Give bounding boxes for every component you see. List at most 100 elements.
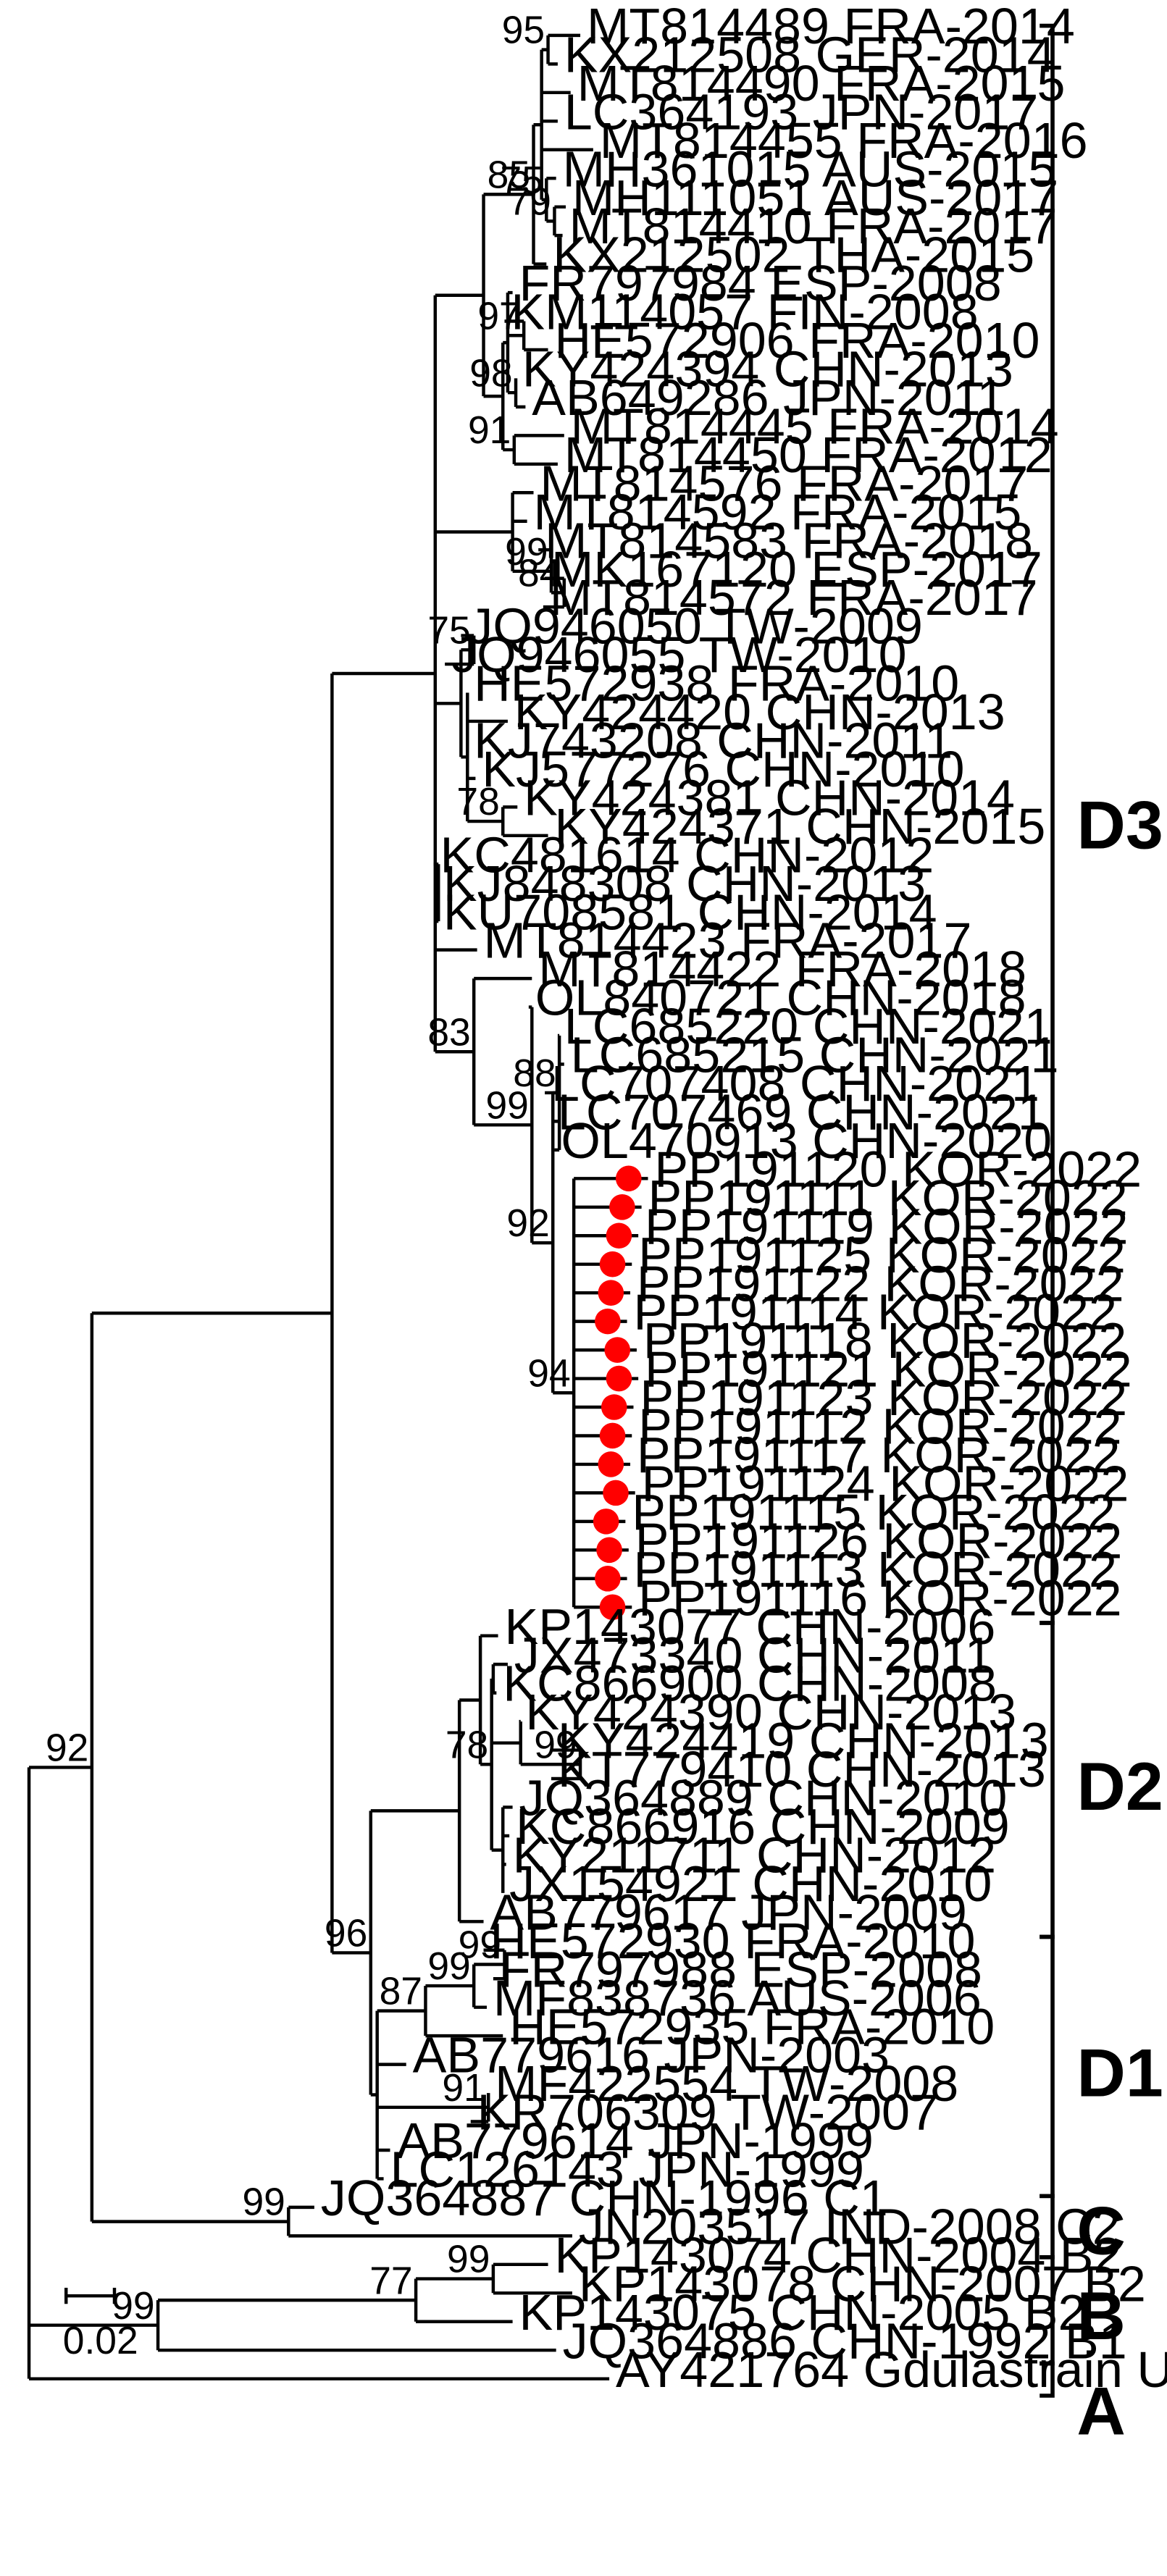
leaf-label: MT814576 FRA-2017 bbox=[540, 455, 1028, 511]
scale-bar: 0.02 bbox=[63, 2288, 138, 2362]
highlight-dot bbox=[616, 1165, 642, 1192]
leaf-label: PP191120 KOR-2022 bbox=[654, 1141, 1142, 1197]
bootstrap-value: 99 bbox=[485, 1084, 528, 1127]
leaf-label: KY424394 CHN-2013 bbox=[522, 341, 1013, 398]
leaf-label: MK167120 ESP-2017 bbox=[551, 541, 1042, 597]
highlight-markers bbox=[593, 1165, 642, 1621]
leaf-label: KY424420 CHN-2013 bbox=[514, 684, 1005, 740]
leaf-label: PP191124 KOR-2022 bbox=[642, 1456, 1129, 1512]
leaf-label: KY211711 CHN-2012 bbox=[513, 1827, 996, 1884]
bootstrap-value: 98 bbox=[469, 352, 512, 395]
leaf-label: KX212508 GER-2014 bbox=[564, 27, 1055, 83]
leaf-label: PP191125 KOR-2022 bbox=[638, 1227, 1126, 1283]
highlight-dot bbox=[599, 1422, 626, 1449]
leaf-label: MF422554 TW-2008 bbox=[495, 2055, 958, 2112]
leaf-label: AB649286 JPN-2011 bbox=[532, 369, 1005, 426]
leaf-label: JQ364889 CHN-2010 bbox=[519, 1770, 1007, 1826]
highlight-dot bbox=[595, 1565, 621, 1592]
leaf-label: MT814423 FRA-2017 bbox=[484, 912, 972, 969]
leaf-label: KX212502 THA-2015 bbox=[553, 227, 1034, 283]
leaf-label: LC685220 CHN-2021 bbox=[564, 998, 1053, 1054]
leaf-label: KU708581 CHN-2014 bbox=[443, 884, 937, 940]
leaf-label: AB779617 JPN-2009 bbox=[490, 1884, 966, 1940]
leaf-label: LC707469 CHN-2021 bbox=[558, 1084, 1046, 1141]
leaf-label: JQ946055 TW-2010 bbox=[451, 626, 907, 683]
leaf-label: PP191115 KOR-2022 bbox=[632, 1484, 1116, 1540]
leaf-label: MT814450 FRA-2012 bbox=[564, 427, 1053, 483]
bootstrap-value: 87 bbox=[380, 1971, 422, 2013]
leaf-label: KP143074 CHN-2004 B2 bbox=[554, 2227, 1121, 2283]
leaf-label: AY421764 Gdulastrain USA-1949 bbox=[616, 2341, 1167, 2398]
highlight-dot bbox=[598, 1280, 624, 1306]
leaf-label: PP191111 KOR-2022 bbox=[648, 1170, 1128, 1226]
leaf-label: KP143077 CHN-2006 bbox=[504, 1598, 995, 1655]
leaf-label: PP191113 KOR-2022 bbox=[633, 1541, 1117, 1598]
leaf-label: MT814489 FRA-2014 bbox=[587, 0, 1075, 54]
bootstrap-value: 91 bbox=[442, 2067, 485, 2110]
leaf-label: OL840721 CHN-2018 bbox=[535, 970, 1026, 1026]
bootstrap-value: 78 bbox=[456, 781, 499, 823]
highlight-dot bbox=[609, 1194, 635, 1220]
leaf-label: KC866916 CHN-2009 bbox=[516, 1798, 1010, 1855]
leaf-label: JQ946050 TW-2009 bbox=[467, 598, 923, 655]
leaf-label: MT814490 FRA-2015 bbox=[577, 55, 1066, 112]
clade-label-B: B bbox=[1076, 2278, 1125, 2354]
highlight-dot bbox=[598, 1451, 624, 1477]
leaf-label: JX473340 CHN-2011 bbox=[514, 1627, 993, 1683]
leaf-label: MT814572 FRA-2017 bbox=[550, 569, 1038, 626]
leaf-label: PP191122 KOR-2022 bbox=[637, 1255, 1124, 1312]
leaf-label: MT814422 FRA-2018 bbox=[538, 941, 1026, 997]
leaf-label: KT779410 CHN-2013 bbox=[558, 1741, 1046, 1797]
leaf-label: KP143075 CHN-2005 B2 bbox=[519, 2284, 1086, 2341]
bootstrap-value: 83 bbox=[427, 1011, 470, 1054]
tree-branches bbox=[27, 33, 648, 2380]
highlight-dot bbox=[601, 1394, 627, 1420]
leaf-label: AB779616 JPN-2003 bbox=[413, 2027, 890, 2084]
bootstrap-value: 99 bbox=[427, 1945, 470, 1988]
bootstrap-value: 84 bbox=[518, 553, 561, 595]
bootstrap-value: 97 bbox=[477, 295, 520, 337]
leaf-label: MT814410 FRA-2017 bbox=[569, 198, 1057, 254]
leaf-label: FR797988 ESP-2008 bbox=[500, 1941, 982, 1997]
leaf-label: AB779614 JPN-1999 bbox=[396, 2113, 873, 2169]
leaf-label: PP191114 KOR-2022 bbox=[633, 1284, 1117, 1341]
leaf-label: HE572930 FRA-2010 bbox=[490, 1913, 975, 1969]
branch-M0 bbox=[330, 671, 435, 1955]
highlight-dot bbox=[604, 1337, 631, 1363]
bootstrap-value: 75 bbox=[500, 159, 543, 202]
highlight-dot bbox=[596, 1537, 622, 1564]
highlight-dot bbox=[599, 1251, 626, 1277]
leaf-label: KY424390 CHN-2013 bbox=[525, 1684, 1016, 1740]
clade-bracket bbox=[1040, 1934, 1055, 2199]
leaf-label: LC126143 JPN-1999 bbox=[390, 2141, 864, 2198]
bootstrap-value: 75 bbox=[427, 609, 470, 652]
leaf-label: OL470913 CHN-2020 bbox=[561, 1112, 1052, 1169]
leaf-label: HE572906 FRA-2010 bbox=[554, 312, 1040, 369]
leaf-label: JN203517 IND-2008 C2 bbox=[579, 2199, 1121, 2255]
leaf-label: KY424419 CHN-2013 bbox=[558, 1713, 1049, 1769]
leaf-label: MT814445 FRA-2014 bbox=[571, 398, 1059, 454]
bootstrap-value: 99 bbox=[242, 2181, 285, 2224]
leaf-label: LC685215 CHN-2021 bbox=[571, 1027, 1059, 1083]
leaf-label: KY424381 CHN-2014 bbox=[524, 769, 1015, 826]
leaf-label: KY424371 CHN-2015 bbox=[554, 798, 1045, 855]
leaf-label: JQ364887 CHN-1996 C1 bbox=[321, 2170, 888, 2226]
leaf-label: PP191117 KOR-2022 bbox=[637, 1427, 1121, 1483]
bootstrap-value: 94 bbox=[527, 1352, 570, 1395]
leaf-label: KC481614 CHN-2012 bbox=[440, 826, 934, 883]
leaf-label: MT814583 FRA-2018 bbox=[545, 512, 1033, 569]
leaf-label: JX154921 CHN-2010 bbox=[509, 1855, 992, 1912]
leaf-label: PP191119 KOR-2022 bbox=[645, 1198, 1129, 1254]
clade-label-D2: D2 bbox=[1076, 1748, 1163, 1824]
clade-bracket bbox=[1040, 2361, 1055, 2398]
leaf-label: LC707408 CHN-2021 bbox=[551, 1055, 1040, 1112]
highlight-dot bbox=[599, 1594, 626, 1621]
highlight-dot bbox=[603, 1480, 629, 1506]
clade-label-D3: D3 bbox=[1076, 787, 1163, 863]
bootstrap-value: 99 bbox=[112, 2285, 154, 2328]
bootstrap-value: 99 bbox=[505, 531, 548, 574]
leaf-label: HE572938 FRA-2010 bbox=[474, 655, 959, 712]
highlight-dot bbox=[606, 1222, 632, 1249]
